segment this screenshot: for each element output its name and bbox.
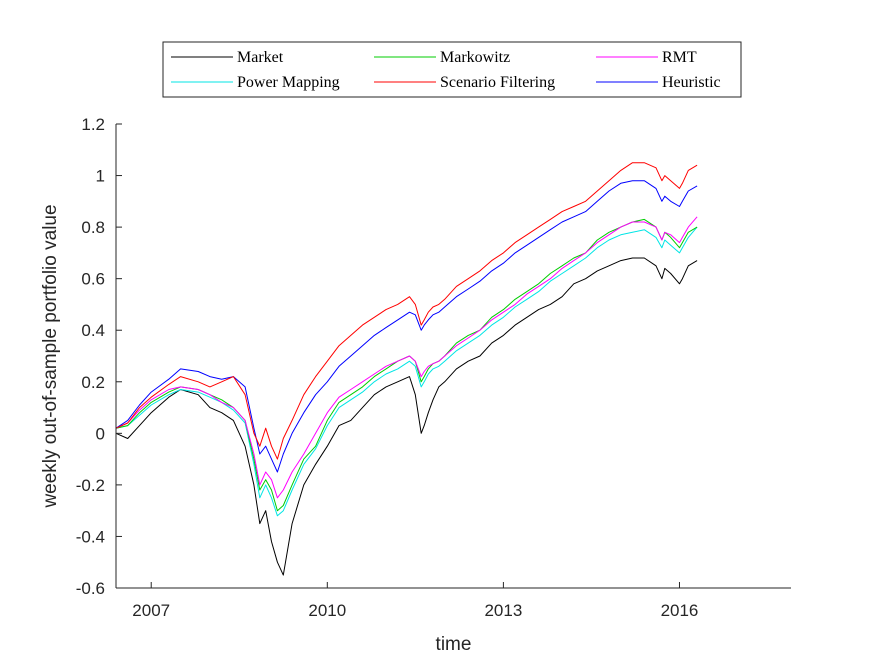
y-axis-title: weekly out-of-sample portfolio value [40, 204, 61, 508]
y-tick-label: 0.6 [81, 270, 105, 289]
x-tick-label: 2010 [308, 601, 346, 620]
y-tick-label: -0.2 [76, 476, 105, 495]
y-tick-label: 1 [96, 167, 105, 186]
legend-box [162, 41, 742, 98]
legend-label: Scenario Filtering [440, 74, 555, 91]
y-tick-label: 0.2 [81, 373, 105, 392]
y-tick-label: 1.2 [81, 115, 105, 134]
legend: Market Markowitz RMT Power Mapping Scenario … [162, 41, 742, 98]
axes: -0.6 -0.4 -0.2 0 0.2 0.4 0.6 0.8 1 1.2 2007 2010 201… [76, 115, 791, 620]
x-tick-label: 2007 [132, 601, 170, 620]
x-tick-label: 2016 [661, 601, 699, 620]
y-tick-label: -0.4 [76, 527, 105, 546]
y-tick-label: -0.6 [76, 579, 105, 598]
series-line-rmt [115, 216, 698, 499]
legend-label: Market [237, 49, 284, 66]
legend-label: Power Mapping [237, 74, 340, 91]
plot-area [115, 162, 698, 576]
series-line-market [115, 257, 698, 576]
series-line-power-mapping [115, 226, 698, 517]
series-line-scenario-filtering [115, 162, 698, 460]
y-tick-label: 0.4 [81, 321, 105, 340]
x-tick-label: 2013 [484, 601, 522, 620]
y-tick-label: 0.8 [81, 218, 105, 237]
x-axis-title: time [436, 634, 472, 655]
series-line-heuristic [115, 180, 698, 473]
legend-label: Heuristic [662, 74, 721, 91]
y-tick-label: 0 [96, 424, 105, 443]
legend-label: RMT [662, 49, 697, 66]
legend-label: Markowitz [440, 49, 510, 66]
